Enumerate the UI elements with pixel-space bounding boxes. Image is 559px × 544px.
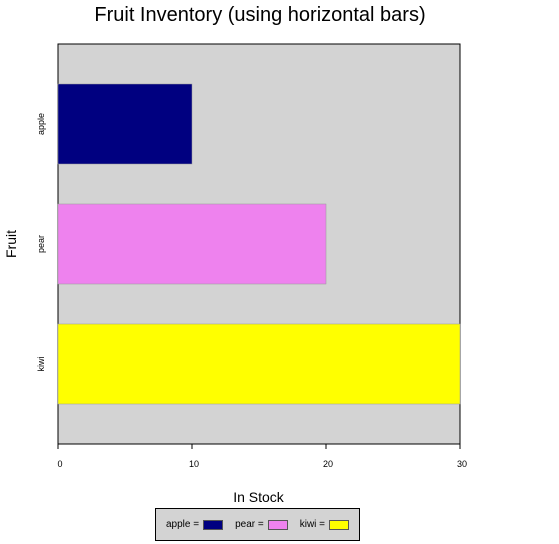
y-tick-label-apple: apple <box>36 113 46 135</box>
legend-item: pear = <box>235 519 288 530</box>
x-axis-title: In Stock <box>233 489 284 505</box>
legend-label: pear = <box>235 519 264 530</box>
legend-swatch <box>329 519 350 530</box>
y-tick-label-kiwi: kiwi <box>36 357 46 372</box>
bar-pear <box>57 203 327 285</box>
legend-item: apple = <box>165 519 224 530</box>
legend-swatch <box>267 519 288 530</box>
legend-label: kiwi = <box>299 519 326 530</box>
legend-swatch <box>203 519 224 530</box>
x-tick-label: 10 <box>189 459 199 469</box>
x-tick-label: 0 <box>57 459 62 469</box>
bar-apple <box>57 83 193 165</box>
legend-item: kiwi = <box>299 519 350 530</box>
chart-title: Fruit Inventory (using horizontal bars) <box>94 4 426 26</box>
y-tick-label-pear: pear <box>36 235 46 253</box>
legend: apple = pear = kiwi = <box>155 508 360 541</box>
x-tick-label: 30 <box>457 459 467 469</box>
x-tick-label: 20 <box>323 459 333 469</box>
legend-label: apple = <box>165 519 200 530</box>
bar-kiwi <box>57 323 461 405</box>
